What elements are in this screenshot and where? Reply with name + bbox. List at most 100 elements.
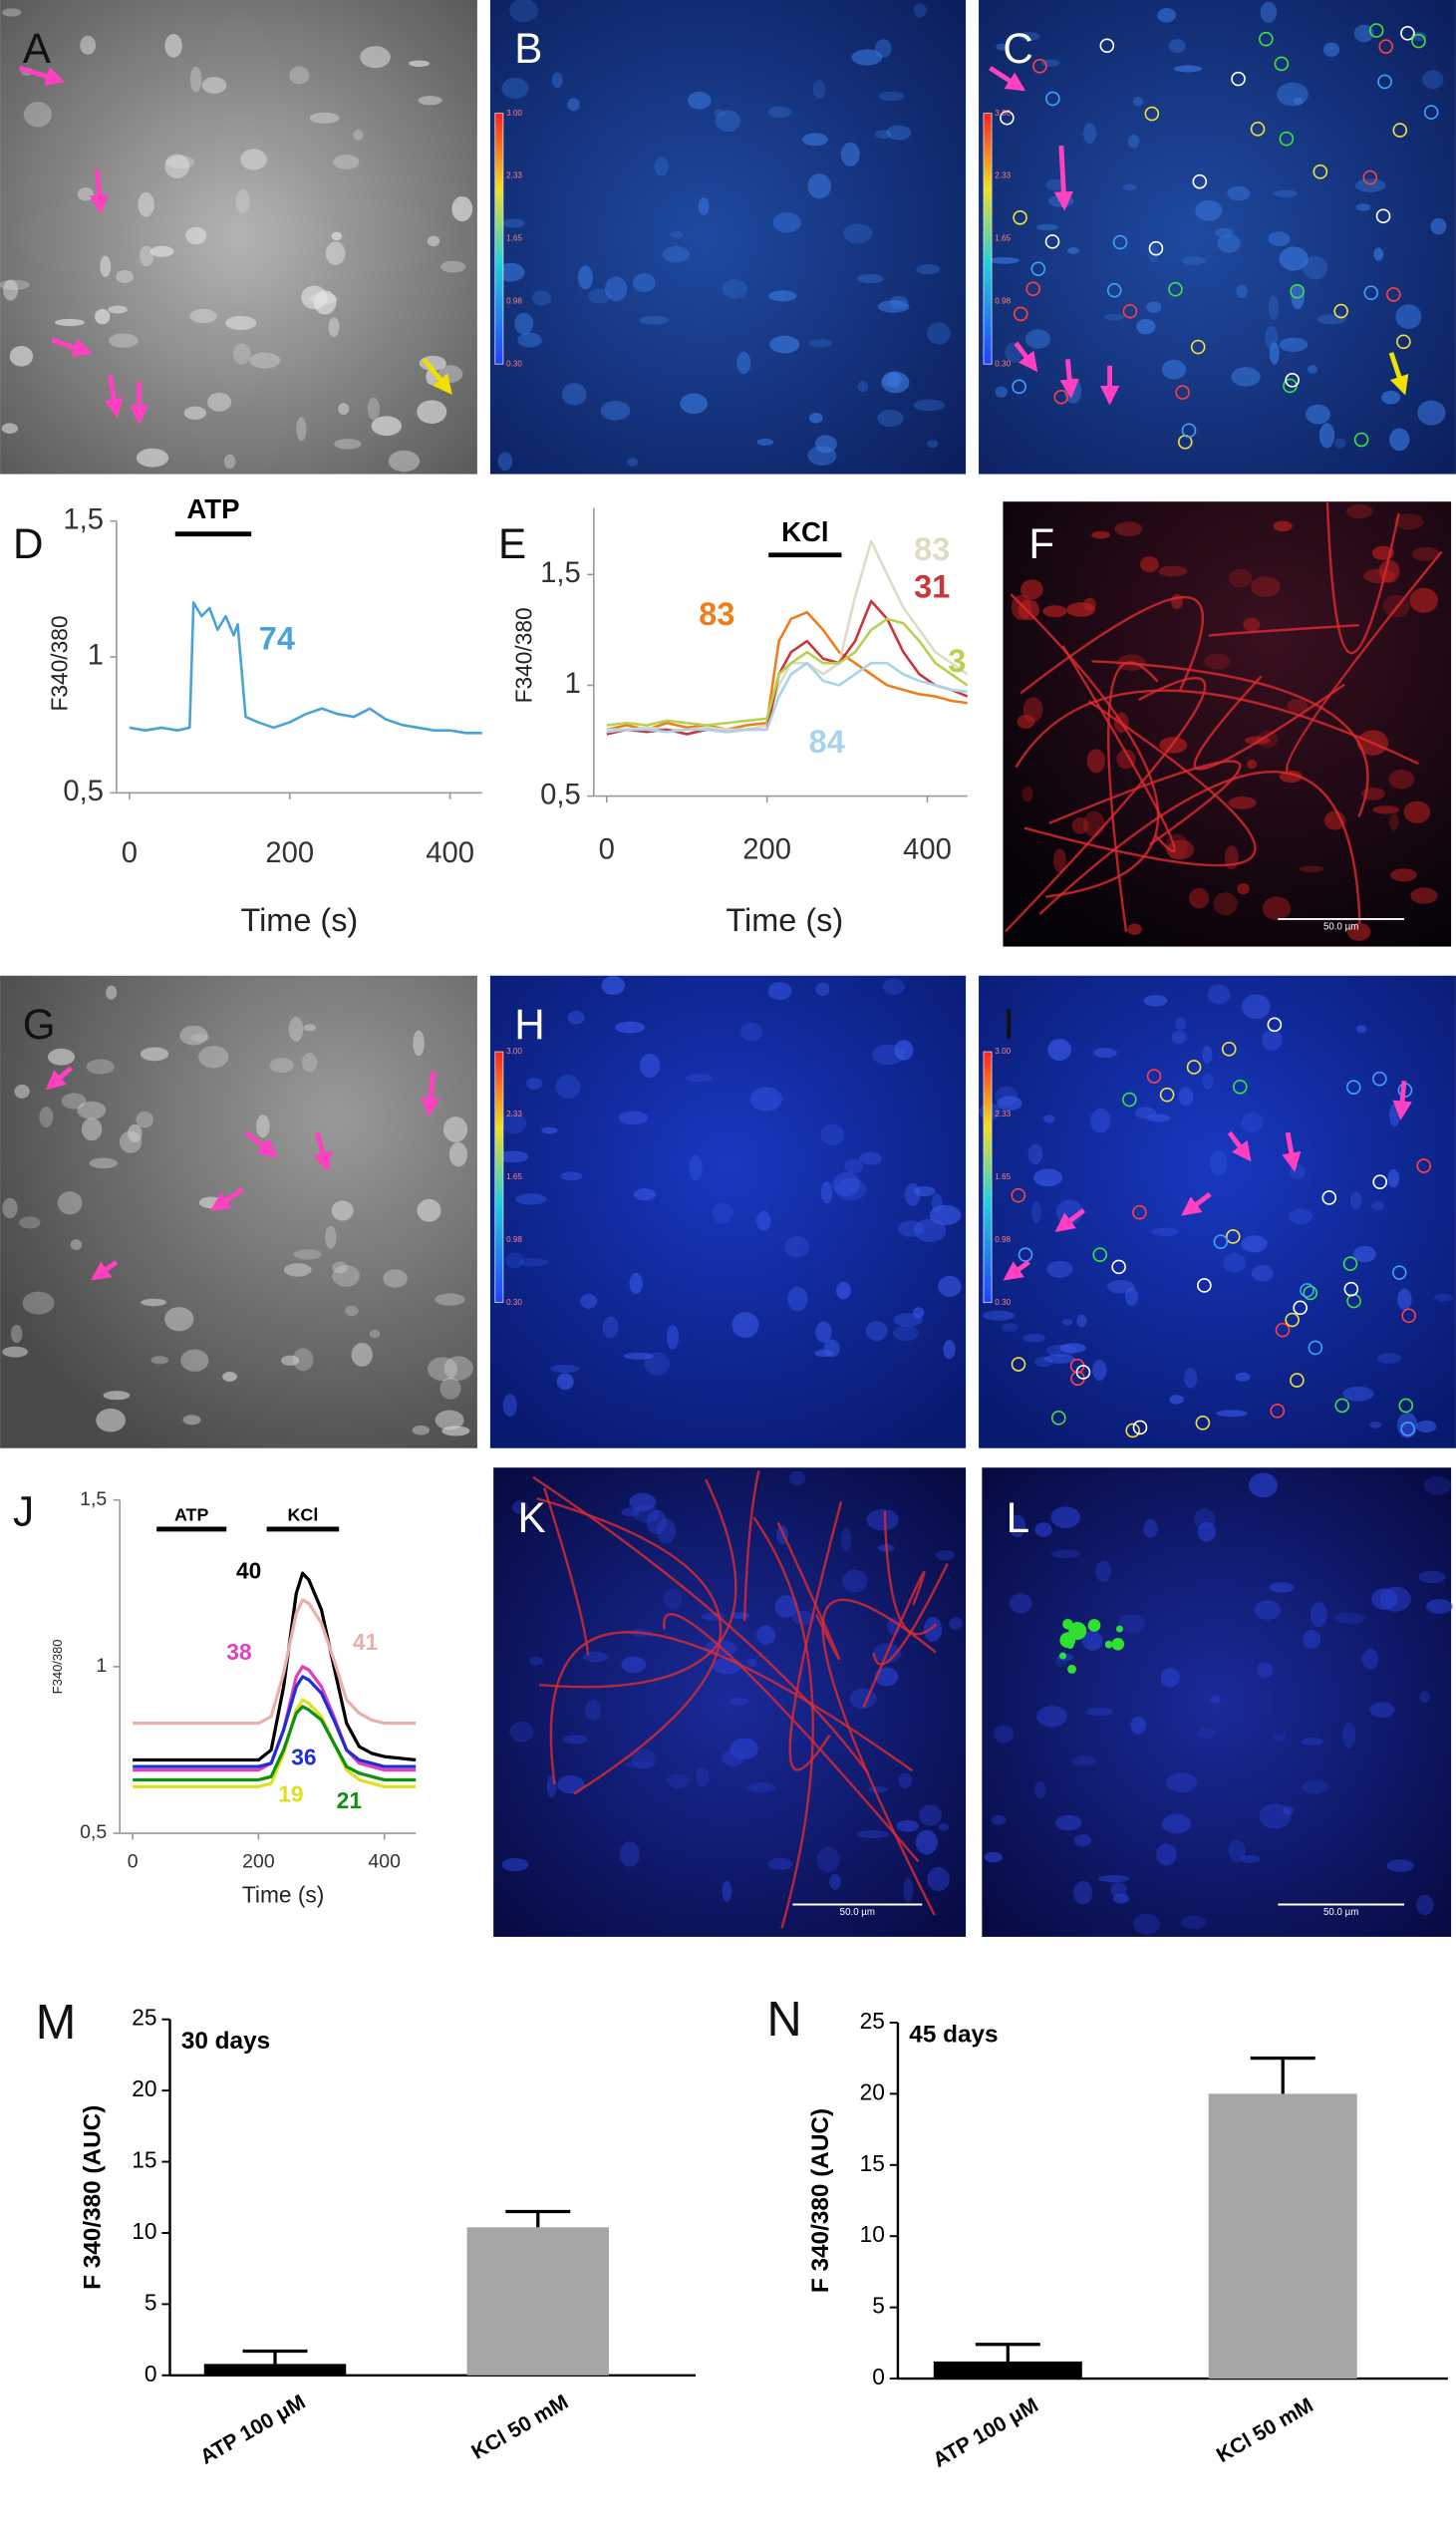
cell — [756, 1210, 771, 1231]
scale-bar-label: 50.0 µm — [1323, 922, 1358, 933]
roi — [1011, 1357, 1026, 1372]
cell — [1243, 617, 1261, 632]
panel-letter: I — [1003, 1001, 1015, 1048]
micrograph — [979, 975, 1456, 1448]
panel-letter: C — [1003, 25, 1032, 72]
cell — [269, 1058, 294, 1074]
cell — [189, 66, 202, 93]
panel-letter: K — [517, 1494, 545, 1541]
roi — [1270, 1404, 1286, 1419]
cell — [149, 245, 174, 257]
colorbar-label: 3.00 — [506, 1047, 522, 1056]
cell — [856, 1829, 889, 1839]
bar — [466, 2227, 609, 2376]
cell — [1318, 423, 1335, 449]
scale-bar-label: 50.0 µm — [1323, 1907, 1358, 1918]
cell — [580, 1294, 598, 1309]
cell — [1310, 1602, 1327, 1628]
cell — [1071, 816, 1089, 834]
cell — [585, 1699, 601, 1722]
roi — [1159, 1087, 1175, 1103]
cell — [1143, 1519, 1158, 1538]
colorbar — [983, 1051, 993, 1304]
roi — [1343, 1281, 1359, 1297]
roi — [1285, 373, 1300, 388]
cell — [546, 1774, 557, 1798]
cell — [924, 1617, 943, 1642]
cell — [927, 440, 939, 449]
cell — [1033, 1168, 1063, 1187]
cell — [1388, 769, 1415, 790]
cell — [1353, 24, 1374, 43]
cell — [443, 1356, 473, 1381]
cell — [61, 1093, 87, 1110]
roi — [1092, 1247, 1108, 1262]
cell — [1050, 1506, 1081, 1528]
cell — [1059, 1343, 1086, 1354]
colorbar-label: 0.30 — [506, 1298, 522, 1307]
colorbar — [983, 113, 993, 365]
cell — [1092, 1048, 1117, 1058]
cell — [451, 195, 473, 222]
x-axis-title: Time (s) — [726, 902, 843, 938]
arrow — [1388, 352, 1409, 396]
cell — [729, 1738, 758, 1759]
cell — [736, 351, 751, 375]
cell — [784, 1235, 809, 1258]
cell — [722, 278, 747, 299]
roi — [1032, 59, 1047, 74]
cell — [1268, 231, 1291, 247]
image-background — [0, 975, 477, 1448]
y-tick-label: 15 — [860, 2150, 885, 2176]
cell — [823, 1339, 840, 1358]
trace-label: 41 — [353, 1629, 378, 1655]
cell — [749, 1087, 782, 1112]
neurite — [1325, 501, 1400, 655]
cell — [138, 191, 154, 217]
cell — [1009, 1593, 1032, 1614]
cell — [1083, 597, 1096, 611]
cell — [997, 1096, 1022, 1112]
cell — [996, 43, 1009, 51]
roi — [1044, 234, 1060, 249]
cell — [504, 1252, 524, 1269]
y-tick-label: 1,5 — [63, 503, 104, 535]
cell — [892, 1325, 919, 1342]
cell — [1210, 1696, 1221, 1704]
cell — [222, 1372, 237, 1382]
cell — [207, 392, 232, 412]
cell — [881, 371, 910, 394]
panel-letter: J — [13, 1487, 34, 1534]
x-tick-label: 400 — [426, 837, 474, 869]
cell — [1342, 1722, 1356, 1748]
cell — [1302, 1779, 1328, 1794]
roi — [1000, 110, 1015, 126]
trace — [133, 1571, 417, 1762]
cell — [555, 1074, 581, 1100]
cell — [57, 1191, 83, 1215]
roi — [1231, 71, 1246, 87]
cell — [1279, 337, 1309, 352]
cell — [866, 1508, 899, 1531]
cell — [1031, 1201, 1041, 1224]
x-tick-label: 400 — [903, 834, 952, 866]
cell — [514, 312, 534, 335]
x-tick-label: 200 — [265, 837, 314, 869]
cell — [1021, 786, 1033, 802]
scale-bar-label: 50.0 µm — [840, 1907, 875, 1918]
roi — [1011, 1187, 1026, 1203]
micrograph — [979, 0, 1456, 475]
cell — [887, 371, 903, 389]
roi — [1195, 1416, 1211, 1430]
cell — [913, 3, 927, 18]
neurite — [883, 1510, 938, 1636]
cell — [1073, 1880, 1093, 1905]
image-background — [1003, 501, 1452, 947]
cell — [141, 1298, 167, 1307]
cell — [1160, 1668, 1180, 1688]
cell — [1010, 1514, 1026, 1538]
cell — [1132, 97, 1144, 107]
cell — [874, 1667, 899, 1687]
cell — [1050, 1549, 1080, 1559]
arrow — [89, 169, 110, 214]
